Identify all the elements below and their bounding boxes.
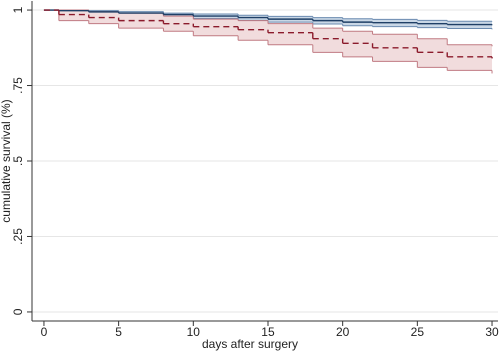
confidence-band	[238, 20, 268, 41]
x-tick-label: 5	[115, 325, 122, 339]
y-tick-label: .5	[11, 156, 25, 166]
y-axis-title: cumulative survival (%)	[0, 99, 13, 222]
x-tick-label: 0	[41, 325, 48, 339]
confidence-band	[342, 31, 373, 57]
x-axis-title: days after surgery	[202, 337, 298, 351]
x-tick-label: 15	[261, 325, 275, 339]
confidence-band	[312, 28, 343, 53]
x-tick-label: 25	[411, 325, 425, 339]
confidence-band	[58, 10, 89, 21]
x-tick-label: 10	[187, 325, 201, 339]
x-tick-label: 20	[336, 325, 350, 339]
confidence-band	[447, 44, 493, 71]
confidence-band	[193, 19, 239, 36]
y-tick-label: .75	[11, 77, 25, 94]
x-tick-label: 30	[485, 325, 499, 339]
y-tick-label: .25	[11, 228, 25, 245]
y-tick-label: 0	[11, 308, 25, 315]
y-tick-label: 1	[11, 6, 25, 13]
confidence-band	[417, 38, 448, 68]
confidence-band	[267, 23, 313, 45]
